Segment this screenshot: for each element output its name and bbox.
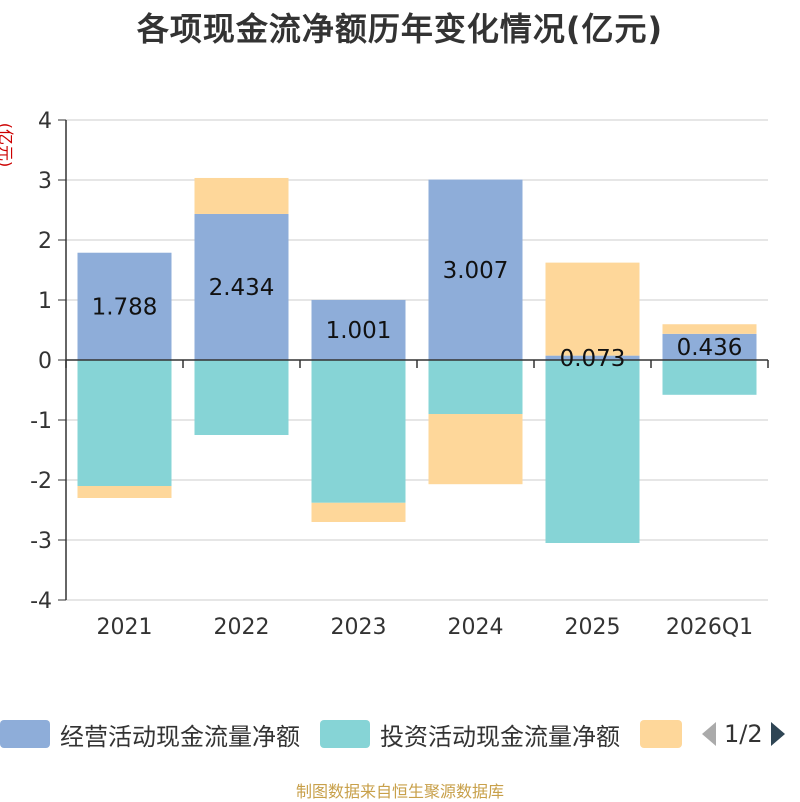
bar-2-2023: [311, 360, 406, 503]
y-tick-label: -4: [30, 589, 52, 614]
bar-3-2021: [77, 486, 172, 498]
bar-1-2022: [194, 213, 289, 360]
axes: 4 3 2 1 0 -1 -2 -3 -4 2021 2022 2023 2024 2025 2026Q1: [30, 109, 769, 640]
bar-2-2025: [545, 360, 640, 543]
grid-lines: [66, 119, 768, 601]
data-label: 1.788: [92, 294, 158, 320]
legend-swatch-operating: [0, 720, 50, 748]
bar-2-2021: [77, 360, 172, 486]
y-tick-label: 4: [38, 109, 52, 134]
bar-3-2022: [194, 177, 289, 214]
bar-1-2021: [77, 252, 172, 360]
x-tick-label: 2023: [331, 615, 387, 640]
chart-title: 各项现金流净额历年变化情况(亿元): [136, 10, 664, 48]
bar-2-2026Q1: [662, 360, 757, 395]
legend: 经营活动现金流量净额 投资活动现金流量净额: [0, 716, 800, 752]
data-label: 3.007: [443, 258, 509, 284]
pager-text: 1/2: [724, 720, 763, 748]
x-tick-label: 2025: [565, 615, 621, 640]
bar-1-2025: [545, 355, 640, 360]
legend-label-operating: 经营活动现金流量净额: [60, 722, 300, 751]
source-note: 制图数据来自恒生聚源数据库: [295, 782, 504, 801]
legend-item-financing[interactable]: [640, 716, 682, 752]
data-label: 0.436: [677, 335, 743, 361]
data-label: 2.434: [209, 275, 275, 301]
bar-1-2026Q1: [662, 333, 757, 360]
y-tick-label: 0: [38, 349, 52, 374]
x-tick-label: 2022: [214, 615, 270, 640]
bars: [77, 177, 757, 543]
x-tick-label: 2024: [448, 615, 504, 640]
data-label: 1.001: [326, 318, 392, 344]
y-tick-label: 2: [38, 229, 52, 254]
legend-swatch-investing: [320, 720, 370, 748]
data-labels: 1.788 2.434 1.001 3.007 0.073 0.436: [92, 258, 743, 372]
y-tick-label: 3: [38, 169, 52, 194]
legend-pager: 1/2: [700, 716, 787, 752]
legend-label-investing: 投资活动现金流量净额: [380, 722, 620, 751]
triangle-right-icon[interactable]: [769, 720, 787, 748]
y-tick-label: 1: [38, 289, 52, 314]
y-tick-label: -2: [30, 469, 52, 494]
y-axis-label: (亿元): [0, 123, 15, 168]
triangle-left-icon[interactable]: [700, 720, 718, 748]
bar-3-2024: [428, 414, 523, 485]
data-label: 0.073: [560, 346, 626, 372]
bar-1-2024: [428, 179, 523, 360]
bar-3-2023: [311, 502, 406, 522]
legend-swatch-financing: [640, 720, 682, 748]
bar-3-2026Q1: [662, 324, 757, 334]
y-tick-label: -3: [30, 529, 52, 554]
legend-item-operating[interactable]: 经营活动现金流量净额: [0, 716, 300, 752]
bar-2-2024: [428, 360, 523, 414]
bar-2-2022: [194, 360, 289, 435]
y-tick-label: -1: [30, 409, 52, 434]
bar-1-2023: [311, 299, 406, 360]
x-tick-label: 2021: [97, 615, 153, 640]
x-tick-label: 2026Q1: [666, 615, 753, 640]
bar-3-2025: [545, 262, 640, 356]
legend-item-investing[interactable]: 投资活动现金流量净额: [320, 716, 620, 752]
